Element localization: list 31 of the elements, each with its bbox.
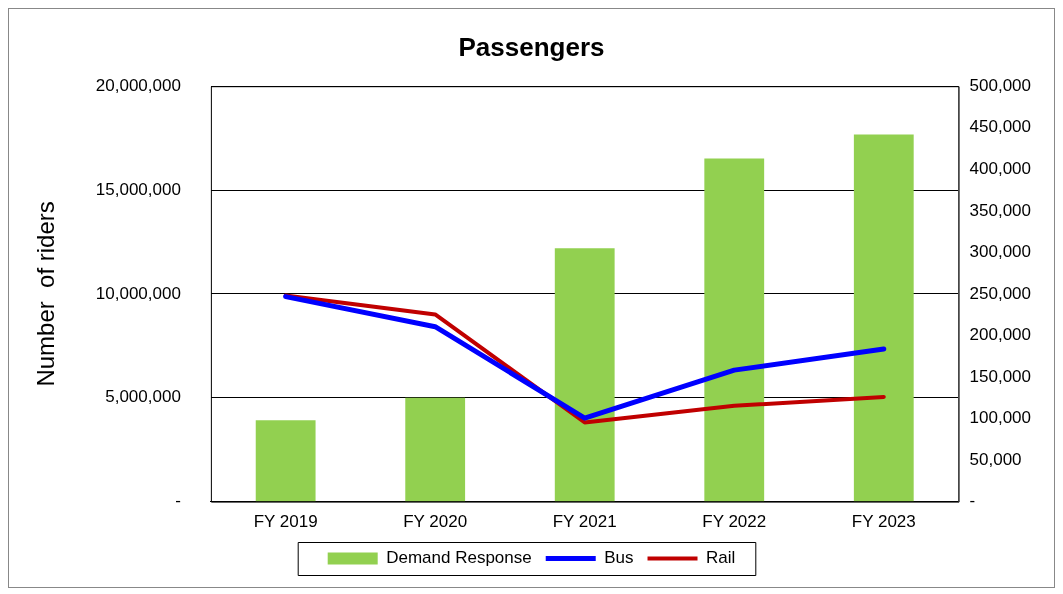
x-tick-label: FY 2021 [552,512,617,532]
bar [554,248,615,502]
y-tick-label: 15,000,000 [95,179,181,199]
y2-tick-label: 450,000 [969,117,1031,137]
legend-label: Demand Response [386,548,532,568]
y2-tick-label: 400,000 [969,158,1031,178]
y2-tick-label: 200,000 [969,325,1031,345]
y2-tick-label: 50,000 [969,449,1022,469]
y2-tick-label: 500,000 [969,75,1031,95]
legend-label: Bus [604,548,634,568]
y2-tick-label: 150,000 [969,366,1031,386]
y2-tick-label: - [969,491,976,511]
y-tick-label: 10,000,000 [95,283,181,303]
y-tick-label: - [175,491,181,511]
bar [255,420,316,502]
y2-tick-label: 300,000 [969,242,1031,262]
bar [704,158,765,502]
y-tick-label: 5,000,000 [105,387,181,407]
x-tick-label: FY 2023 [851,512,916,532]
y2-tick-label: 250,000 [969,283,1031,303]
y-tick-label: 20,000,000 [95,75,181,95]
bar [853,134,914,502]
chart-title: Passengers [458,31,605,62]
bar [405,397,466,502]
y2-tick-label: 350,000 [969,200,1031,220]
x-tick-label: FY 2020 [403,512,468,532]
x-tick-label: FY 2019 [253,512,318,532]
legend-label: Rail [706,548,736,568]
y-axis-title: Number of riders [32,201,60,387]
y2-tick-label: 100,000 [969,408,1031,428]
x-tick-label: FY 2022 [702,512,767,532]
